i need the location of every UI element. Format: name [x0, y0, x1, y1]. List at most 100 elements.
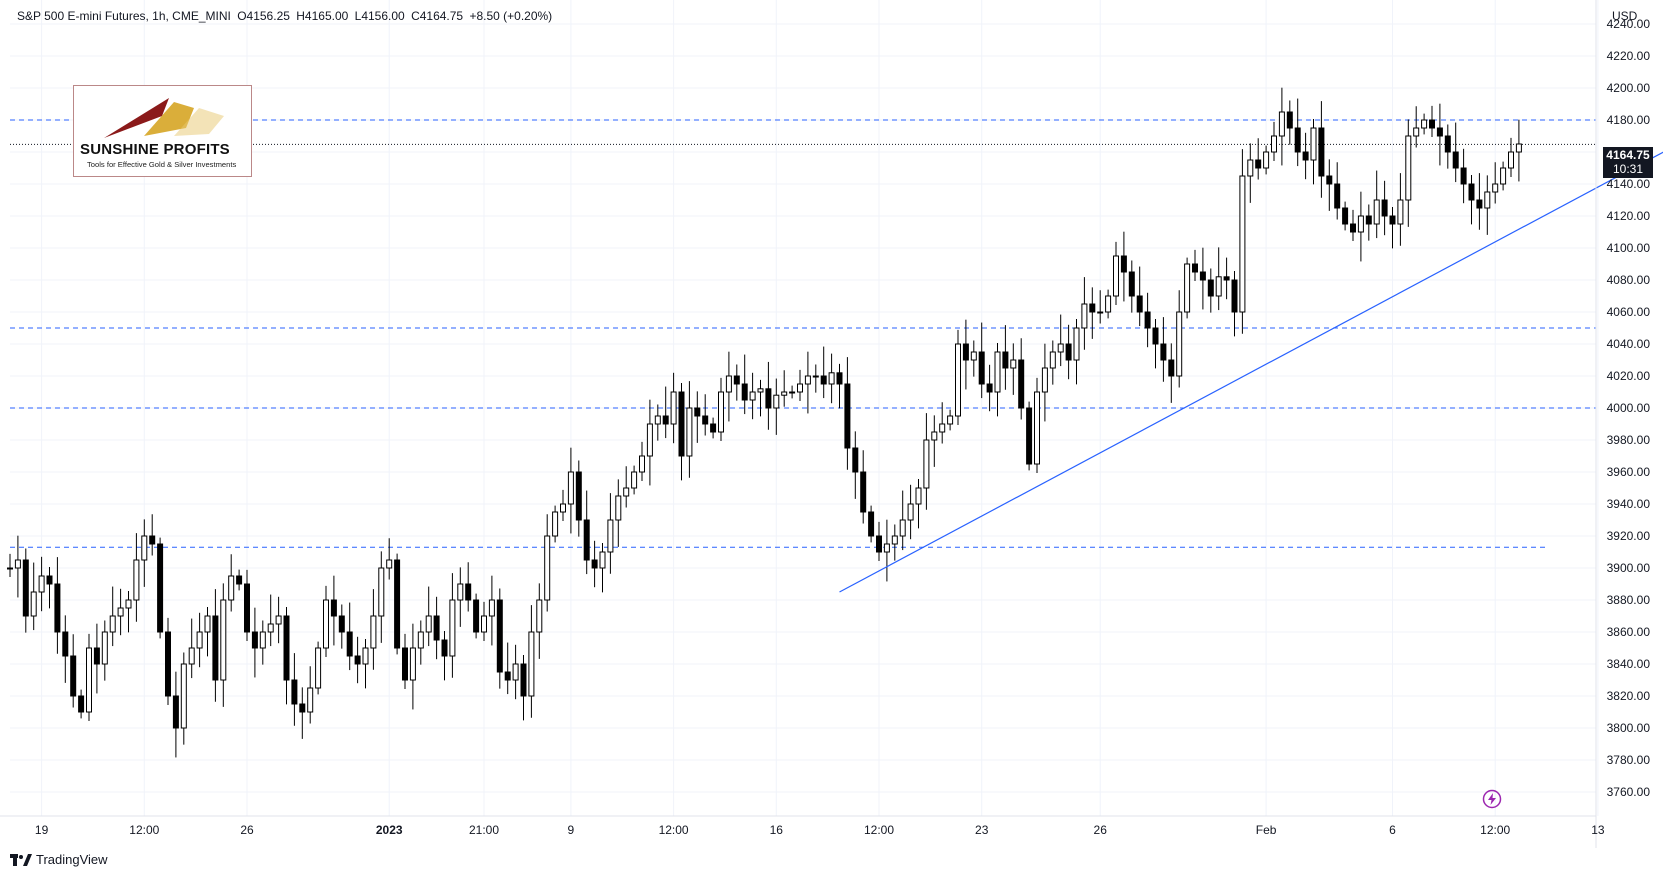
- candle-body: [1263, 151, 1270, 169]
- candle-body: [1413, 127, 1420, 137]
- candle-body: [1500, 167, 1507, 185]
- candle-body: [670, 391, 677, 425]
- x-tick-label: 26: [240, 823, 254, 837]
- candle-body: [1207, 279, 1214, 297]
- candle-body: [220, 599, 227, 681]
- candle-body: [1255, 159, 1262, 169]
- y-tick-label: 3820.00: [1607, 689, 1651, 703]
- candle-body: [789, 391, 796, 394]
- candle-body: [1057, 343, 1064, 353]
- time-axis[interactable]: 19 12:00 26 2023 21:00 9 12:00 16 12:00 23 26 Feb 6 1…: [35, 823, 1605, 837]
- candle-body: [986, 383, 993, 393]
- candle-body: [1018, 359, 1025, 409]
- candle-body: [299, 703, 306, 713]
- candle-body: [512, 663, 519, 681]
- candle-body: [520, 663, 527, 697]
- candle-body: [1389, 215, 1396, 225]
- candle-body: [939, 423, 946, 433]
- logo-tagline: Tools for Effective Gold & Silver Invest…: [87, 160, 237, 169]
- candle-body: [741, 383, 748, 401]
- candle-body: [204, 615, 211, 633]
- candle-body: [962, 343, 969, 361]
- candle-body: [54, 583, 61, 633]
- candle-body: [417, 631, 424, 649]
- candle-body: [283, 615, 290, 681]
- candle-body: [488, 599, 495, 617]
- candle-body: [1041, 367, 1048, 393]
- candle-body: [1215, 276, 1222, 297]
- tradingview-label: TradingView: [36, 852, 108, 867]
- candle-body: [883, 543, 890, 553]
- candle-body: [1113, 255, 1119, 297]
- candle-body: [749, 391, 756, 401]
- y-tick-label: 4000.00: [1607, 401, 1651, 415]
- candle-body: [1444, 135, 1451, 153]
- candles: [7, 87, 1522, 758]
- x-tick-label: 2023: [376, 823, 403, 837]
- symbol-title[interactable]: S&P 500 E-mini Futures, 1h, CME_MINI: [17, 9, 231, 23]
- y-tick-label: 3780.00: [1607, 753, 1651, 767]
- trendline-layer: [839, 151, 1663, 593]
- candle-body: [1120, 255, 1127, 273]
- candle-body: [93, 647, 100, 665]
- candle-body: [46, 575, 53, 585]
- candle-body: [1247, 159, 1254, 177]
- candle-body: [1334, 183, 1341, 209]
- candle-body: [765, 388, 772, 409]
- candle-body: [1318, 127, 1325, 177]
- candle-body: [394, 559, 401, 649]
- candle-body: [955, 343, 961, 417]
- candle-body: [7, 567, 13, 570]
- candle-body: [62, 631, 69, 657]
- candle-body: [615, 495, 622, 521]
- candle-body: [646, 423, 653, 457]
- candle-body: [1452, 151, 1459, 169]
- candle-body: [1429, 119, 1435, 129]
- candle-body: [1492, 183, 1499, 193]
- y-tick-label: 4120.00: [1607, 209, 1651, 223]
- candle-body: [1136, 295, 1143, 313]
- candle-body: [552, 511, 559, 537]
- candle-body: [1421, 119, 1428, 129]
- candle-body: [1405, 135, 1412, 201]
- candle-body: [267, 623, 274, 633]
- x-tick-label: 12:00: [129, 823, 159, 837]
- candle-body: [820, 375, 827, 385]
- candle-body: [1089, 303, 1096, 313]
- candle-body: [1373, 199, 1380, 225]
- candle-body: [686, 407, 693, 457]
- candle-body: [101, 631, 108, 665]
- candle-body: [338, 615, 345, 633]
- high-value: H4165.00: [296, 9, 349, 23]
- candle-body: [14, 559, 21, 569]
- ascending-trendline: [839, 151, 1663, 593]
- candle-body: [1310, 127, 1317, 161]
- candle-body: [899, 519, 906, 537]
- currency-label[interactable]: USD: [1612, 9, 1638, 23]
- candle-body: [607, 519, 614, 553]
- candle-body: [1365, 215, 1372, 225]
- candle-body: [757, 388, 764, 393]
- price-axis[interactable]: 3760.00 3780.00 3800.00 3820.00 3840.00 3860.…: [1607, 17, 1651, 799]
- lightning-icon[interactable]: [1482, 789, 1502, 809]
- y-tick-label: 3840.00: [1607, 657, 1651, 671]
- candle-body: [117, 607, 124, 617]
- candle-body: [251, 631, 258, 649]
- logo-swoosh-icon: [104, 98, 224, 138]
- candle-body: [544, 535, 551, 601]
- y-tick-label: 4180.00: [1607, 113, 1651, 127]
- tradingview-brand[interactable]: TradingView: [10, 852, 108, 867]
- y-tick-label: 4200.00: [1607, 81, 1651, 95]
- x-tick-label: 23: [975, 823, 989, 837]
- candle-body: [1176, 311, 1183, 377]
- candle-body: [1192, 263, 1198, 273]
- candle-body: [536, 599, 543, 633]
- candle-body: [1026, 407, 1033, 465]
- x-tick-label: 12:00: [864, 823, 894, 837]
- candle-body: [1357, 215, 1364, 233]
- candle-body: [631, 471, 638, 489]
- candle-body: [1073, 327, 1080, 361]
- candle-body: [891, 535, 898, 545]
